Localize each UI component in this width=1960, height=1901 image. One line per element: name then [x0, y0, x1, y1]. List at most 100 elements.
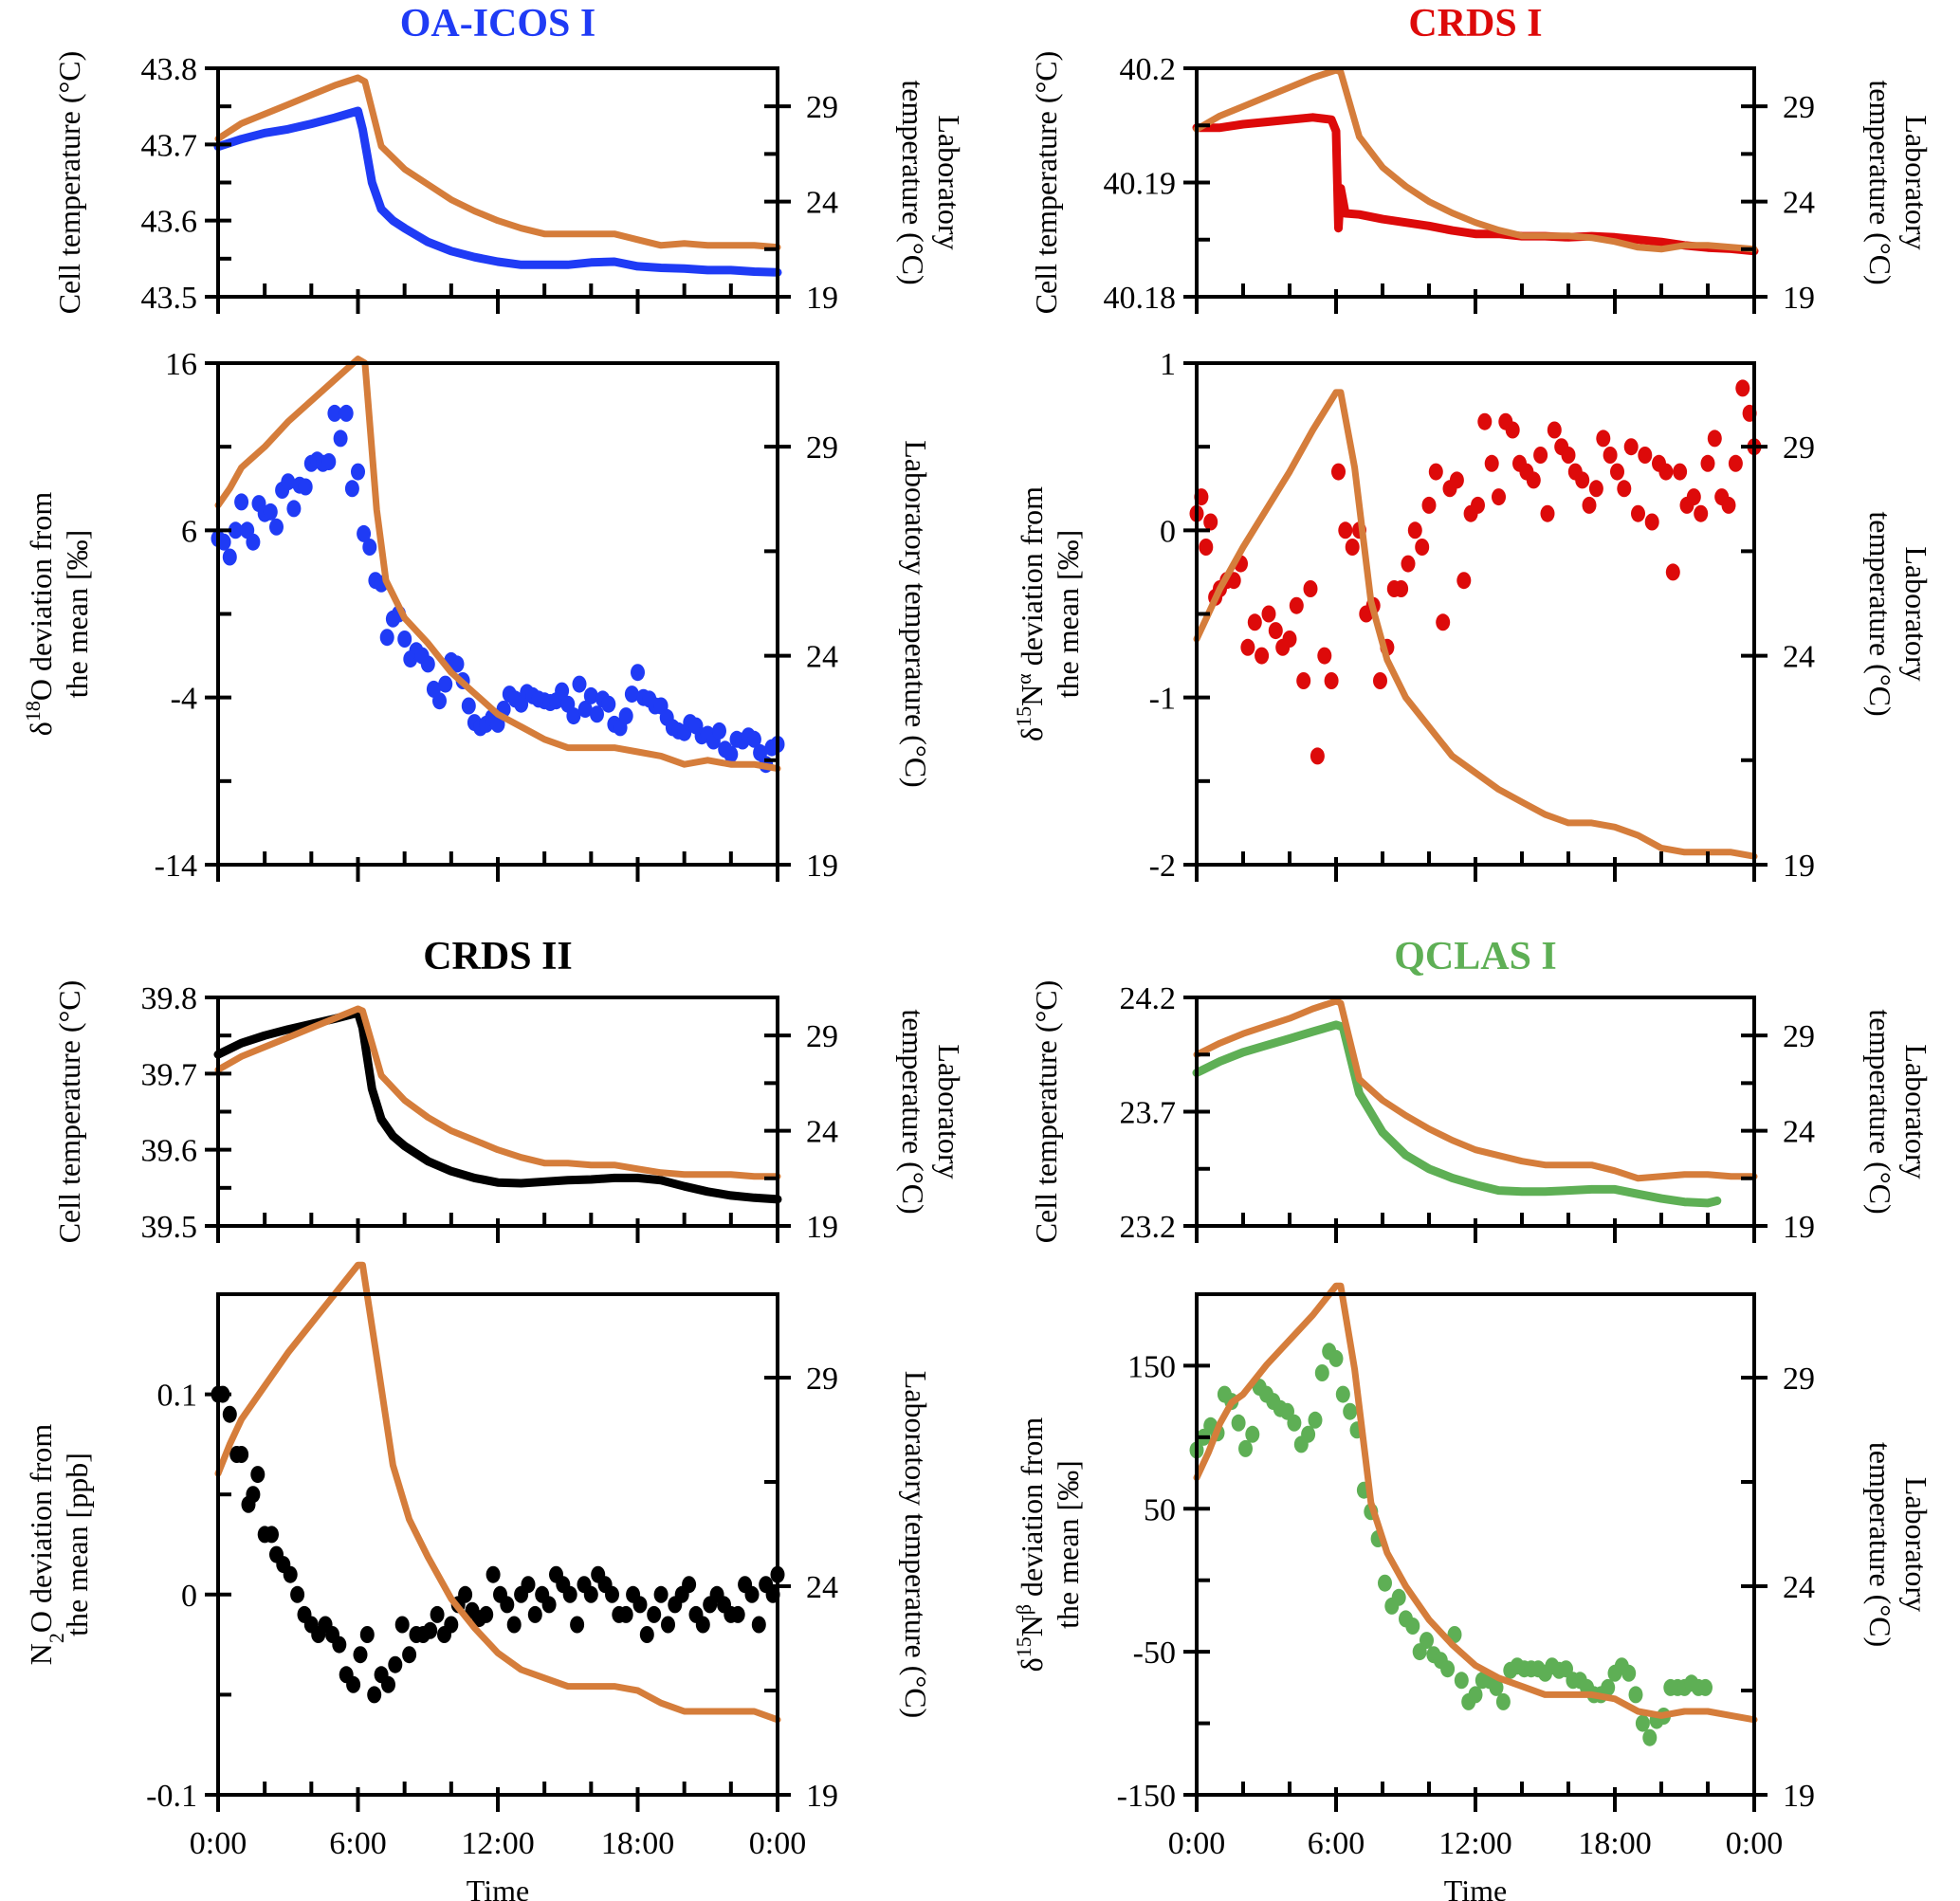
y2-axis-title: Laboratory	[1899, 1044, 1933, 1179]
data-point	[281, 473, 296, 491]
y-tick-label: -2	[1149, 849, 1176, 884]
data-point	[1310, 747, 1325, 765]
data-point	[1686, 488, 1701, 506]
data-point	[1694, 504, 1709, 522]
data-point	[1203, 513, 1218, 531]
data-point	[639, 1626, 654, 1643]
y2-tick-label: 19	[1783, 1210, 1815, 1245]
lab-temperature-line	[214, 356, 781, 773]
panel-title: CRDS II	[423, 935, 573, 978]
y-tick-label: 16	[165, 347, 197, 382]
data-point	[647, 1605, 662, 1623]
lab-temperature-line	[1193, 997, 1758, 1182]
cell-temperature-line	[1192, 1020, 1722, 1208]
data-point	[327, 404, 342, 422]
data-point	[1401, 555, 1416, 573]
x-tick-label: 0:00	[1168, 1826, 1225, 1861]
y-tick-label: 0	[181, 1579, 197, 1614]
y-tick-label: 24.2	[1120, 981, 1177, 1016]
data-point	[1673, 463, 1688, 481]
y2-axis-title: Laboratory	[932, 115, 966, 249]
data-point	[1721, 496, 1736, 514]
y-axis-title: Cell temperature (°C)	[52, 980, 86, 1244]
y-tick-label: 39.7	[141, 1057, 198, 1092]
scatter-series	[211, 1385, 785, 1704]
data-point	[1343, 1402, 1358, 1420]
data-point	[555, 682, 570, 700]
data-point	[566, 707, 581, 725]
plot-frame	[1195, 996, 1756, 1228]
y2-tick-label: 29	[806, 1362, 838, 1397]
data-point	[618, 707, 633, 725]
x-axis-title: Time	[1444, 1874, 1507, 1901]
y2-axis-title: Laboratory	[1899, 546, 1933, 681]
y-tick-label: 43.7	[141, 128, 198, 163]
lab-temperature-line	[214, 1261, 781, 1724]
y2-axis-title: temperature (°C)	[896, 80, 930, 284]
panel-title: QCLAS I	[1394, 935, 1557, 978]
y2-tick-label: 29	[1783, 1019, 1815, 1054]
y-tick-label: -50	[1133, 1636, 1176, 1671]
data-point	[423, 1621, 438, 1639]
data-point	[1405, 1618, 1420, 1635]
data-point	[246, 533, 261, 551]
y2-tick-label: 19	[806, 1210, 838, 1245]
data-point	[394, 1616, 410, 1634]
data-point	[1631, 504, 1645, 522]
data-point	[521, 1576, 536, 1594]
x-tick-label: 0:00	[190, 1826, 247, 1861]
data-point	[1289, 596, 1304, 614]
plot-frame	[216, 361, 779, 867]
y2-tick-label: 19	[1783, 281, 1815, 316]
data-point	[449, 655, 465, 673]
data-point	[332, 1636, 347, 1654]
data-point	[438, 675, 453, 693]
data-point	[653, 1585, 669, 1603]
lab-temperature-line	[1193, 66, 1758, 253]
data-point	[1477, 412, 1493, 430]
y-tick-label: 6	[181, 514, 197, 549]
data-point	[1700, 454, 1715, 472]
data-point	[1199, 539, 1214, 556]
data-point	[682, 1576, 697, 1594]
y-tick-label: 39.5	[141, 1210, 198, 1245]
y-axis-title: Cell temperature (°C)	[1029, 980, 1063, 1244]
data-point	[1489, 1678, 1504, 1696]
y-axis-title: δ15Nβ deviation from	[1012, 1417, 1050, 1673]
y-tick-label: 43.6	[141, 205, 198, 240]
data-point	[346, 1675, 361, 1693]
data-point	[1308, 1411, 1323, 1429]
x-tick-label: 6:00	[329, 1826, 386, 1861]
data-point	[1698, 1678, 1713, 1696]
data-point	[228, 521, 243, 539]
data-point	[222, 548, 237, 566]
data-point	[1628, 1686, 1643, 1704]
data-point	[1328, 1349, 1344, 1367]
data-point	[1484, 454, 1499, 472]
panel-crds1-d15na: -2 -1 0 1 19 24 29 δ15Nα deviation from the mean…	[1012, 347, 1934, 884]
data-point	[1440, 1660, 1456, 1678]
y2-tick-label: 19	[806, 281, 838, 316]
y2-tick-label: 24	[1783, 1115, 1815, 1150]
data-point	[490, 715, 505, 733]
data-point	[216, 533, 231, 551]
scatter-series	[1189, 379, 1762, 765]
data-point	[359, 1626, 375, 1643]
y-tick-label: 1	[1160, 347, 1176, 382]
data-point	[1449, 471, 1464, 489]
data-point	[1245, 1425, 1260, 1443]
panel-crds1-cell: CRDS I 40.18 40.19 40.2 19 24 29 Cell temperatu…	[1029, 2, 1933, 316]
y-tick-label: 40.18	[1104, 281, 1177, 316]
y2-tick-label: 29	[806, 90, 838, 125]
y-axis-title: δ18O deviation from	[21, 492, 59, 737]
data-point	[1324, 672, 1339, 689]
data-point	[712, 722, 726, 740]
data-point	[485, 1565, 501, 1583]
data-point	[1335, 1385, 1350, 1403]
data-point	[1301, 1425, 1316, 1443]
data-point	[1282, 631, 1297, 648]
y2-tick-label: 29	[1783, 1362, 1815, 1397]
data-point	[1247, 613, 1262, 631]
y2-tick-label: 29	[806, 1019, 838, 1054]
panel-oa-icos-cell: OA-ICOS I 43.5 43.6 43.7 43.8 19 24 29 Cell temp…	[52, 2, 966, 316]
